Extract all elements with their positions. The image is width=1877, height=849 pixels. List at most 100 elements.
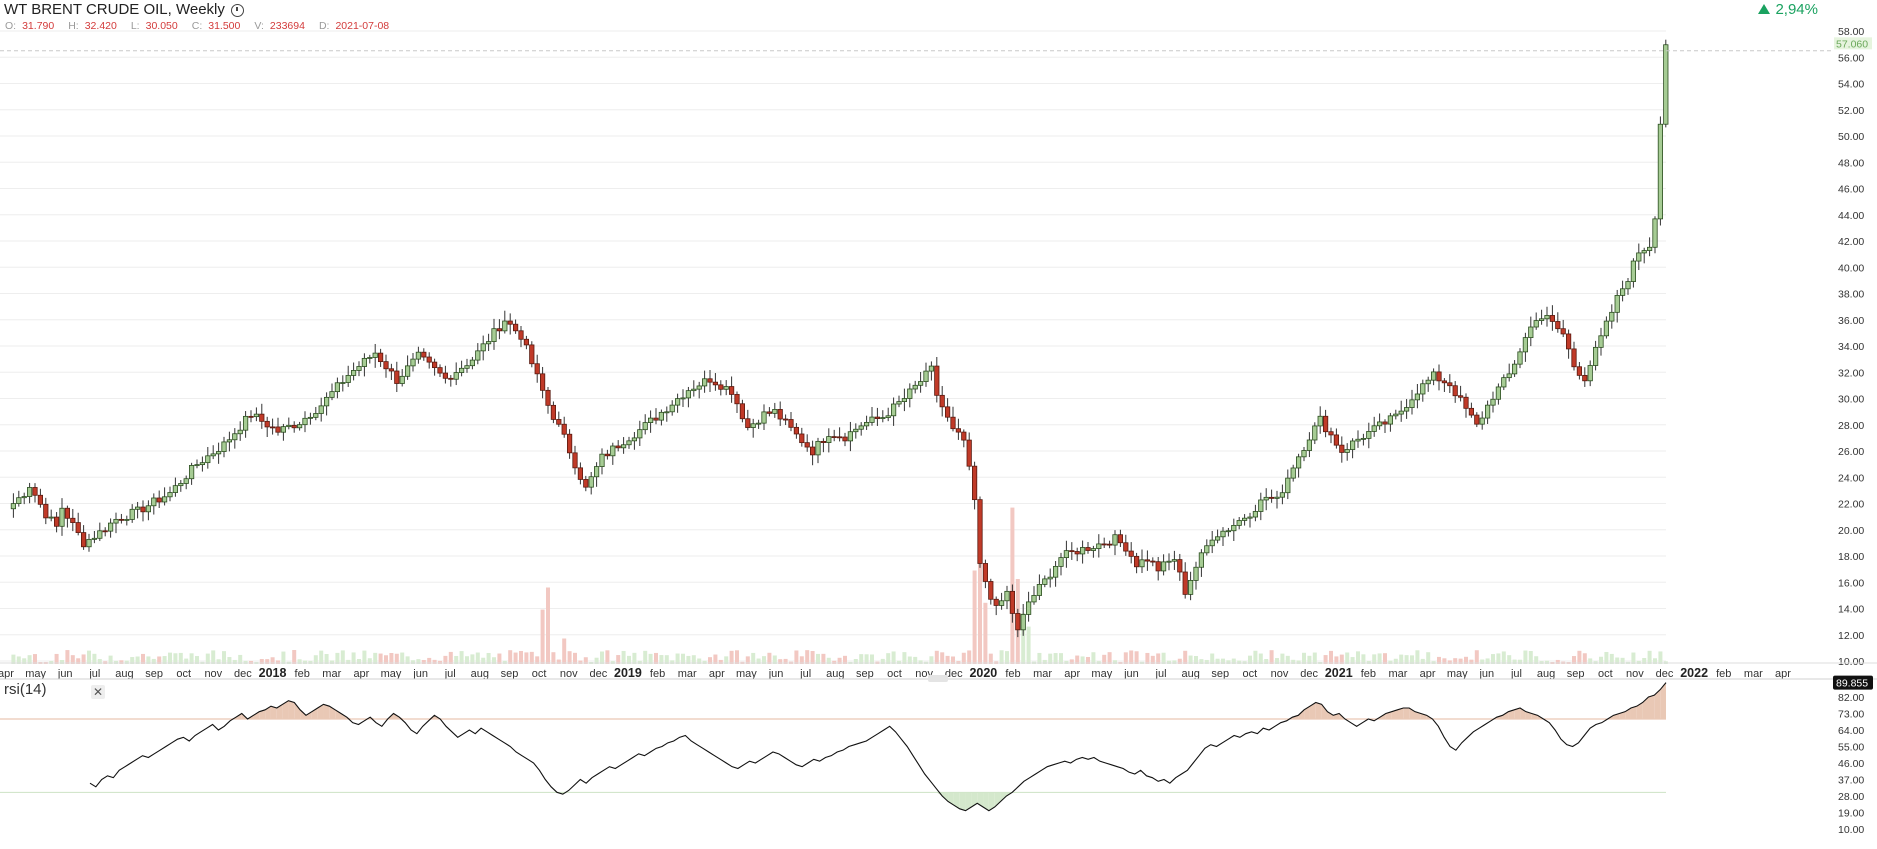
volume-bar [529,651,534,664]
volume-bar [276,660,280,664]
rsi-overbought-fill [1409,708,1416,719]
candle-body [1593,346,1599,366]
volume-bar [686,655,691,664]
candle-body [1036,584,1042,596]
volume-bar [843,655,847,664]
candle-body [1549,315,1555,322]
volume-bar [551,652,556,664]
candle-body [577,467,584,480]
volume-bar [1642,658,1647,664]
candle-body [977,499,983,564]
candle-body [1231,525,1237,532]
rsi-overbought-fill [1630,706,1637,719]
candle-body [161,496,168,503]
candle-body [188,465,195,480]
volume-bar [308,660,313,664]
volume-bar [664,655,669,664]
rsi-overbought-fill [276,704,283,719]
volume-bar [97,659,102,664]
volume-bar [1312,652,1317,664]
volume-bar [708,657,712,664]
volume-bar [1275,658,1279,664]
y-tick-label: 32.00 [1838,367,1864,379]
candle-body [1317,415,1323,427]
rsi-y-tick-label: 28.00 [1838,791,1864,803]
volume-bar [1366,660,1371,664]
candle-body [269,426,276,429]
candle-body [215,451,222,455]
volume-bar [222,651,226,664]
volume-bar [1215,658,1220,664]
rsi-overbought-fill [282,700,289,719]
volume-bar [1285,655,1290,664]
volume-bar [945,655,950,664]
volume-bar [1086,656,1090,664]
volume-bar [524,652,529,664]
rsi-overbought-fill [259,709,266,719]
candle-body [1263,496,1269,501]
x-tick-label: apr [0,668,14,680]
x-tick-label: dec [1300,668,1318,680]
ohlc-close-value: 31.500 [208,20,241,32]
candle-body [788,419,794,428]
rsi-overbought-fill [1315,702,1322,719]
candle-body [1463,396,1469,409]
pane-resize-handle[interactable] [928,675,948,682]
volume-bar [259,659,264,664]
chart-header: WT BRENT CRUDE OIL, Weekly [4,1,244,18]
rsi-y-tick-label: 64.00 [1838,725,1864,737]
candle-body [1387,415,1393,425]
volume-bar [297,659,302,664]
volume-bar [421,659,426,664]
y-tick-label: 16.00 [1838,577,1864,589]
volume-bar [1042,659,1047,664]
candle-body [815,440,821,456]
candle-body [637,429,643,439]
volume-bar [1658,651,1663,664]
volume-bar [1177,658,1182,664]
candle-body [1312,425,1318,441]
candle-body [475,350,481,361]
candle-body [615,445,621,449]
volume-bar [659,655,664,664]
candle-body [102,530,108,533]
volume-bar [432,659,437,664]
candle-body [1252,511,1258,518]
volume-bar [443,655,448,664]
volume-bar [33,654,37,664]
candle-body [1225,530,1231,533]
x-tick-label: 2022 [1680,666,1708,680]
rsi-oversold-fill [977,792,984,807]
close-icon[interactable]: ✕ [91,685,105,699]
volume-bar [157,656,162,664]
volume-bar [1226,660,1231,664]
candle-body [1539,318,1545,321]
candle-body [1360,437,1366,440]
candle-body [1269,496,1275,499]
volume-bar [1415,650,1420,664]
candle-body [723,386,729,390]
candle-body [1598,335,1604,348]
candle-body [1647,246,1653,251]
candle-body [545,389,551,406]
rsi-oversold-fill [959,792,966,811]
volume-bar [632,652,637,664]
rsi-overbought-fill [1403,708,1410,719]
candle-body [529,344,535,365]
volume-bar [907,656,912,664]
volume-bar [1393,658,1398,664]
candle-body [945,406,951,418]
candle-body [907,388,913,399]
candle-body [1355,438,1361,442]
candle-body [772,409,778,414]
candle-body [1409,399,1415,408]
volume-bar [546,587,550,664]
candle-body [745,418,751,428]
clock-icon[interactable] [230,4,244,17]
volume-bar [508,650,513,664]
volume-bar [1345,652,1350,664]
candle-body [32,487,38,496]
volume-bar [951,656,955,664]
candle-body [221,441,227,452]
